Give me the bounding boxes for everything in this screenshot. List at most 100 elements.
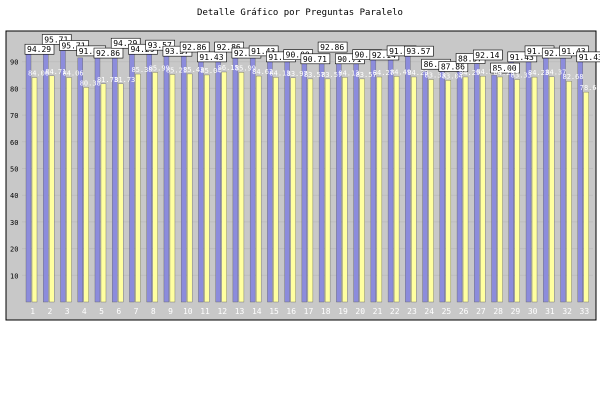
x-tick-label: 2 <box>47 307 52 316</box>
bar-series-1 <box>249 57 256 303</box>
bar-series-2 <box>359 78 365 303</box>
data-label-series-1: 94.29 <box>130 45 154 54</box>
bar-series-1 <box>284 61 290 303</box>
data-label-series-1: 91.43 <box>579 53 600 62</box>
y-tick-label: 60 <box>10 139 18 147</box>
bar-series-1 <box>525 57 532 303</box>
bar-series-2 <box>204 74 210 303</box>
data-label-series-1: 92.86 <box>217 43 241 52</box>
data-label-series-1: 86.43 <box>424 60 448 69</box>
x-tick-label: 31 <box>545 307 555 316</box>
data-label-box <box>197 51 227 63</box>
data-label-box <box>214 41 244 53</box>
bar-series-2 <box>342 77 348 303</box>
data-label-box <box>490 62 520 74</box>
y-tick-label: 70 <box>10 112 18 120</box>
x-tick-label: 22 <box>390 307 400 316</box>
data-label-series-1: 92.86 <box>234 49 258 58</box>
x-tick-label: 30 <box>528 307 538 316</box>
data-label-series-2: 84.29 <box>407 69 428 77</box>
bar-series-2 <box>66 77 72 303</box>
bar-series-2 <box>152 72 158 303</box>
data-label-series-2: 83.57 <box>356 71 377 79</box>
bar-series-1 <box>146 51 152 303</box>
data-label-series-1: 91.43 <box>268 53 292 62</box>
x-tick-label: 8 <box>151 307 156 316</box>
data-label-series-2: 84.06 <box>28 70 49 78</box>
bar-series-1 <box>232 53 239 303</box>
data-label-series-1: 92.86 <box>544 49 568 58</box>
bar-series-1 <box>491 74 497 303</box>
data-label-series-1: 91.43 <box>510 53 534 62</box>
data-label-series-1: 87.86 <box>441 62 465 71</box>
bar-series-1 <box>94 53 101 303</box>
data-label-box <box>24 43 55 55</box>
data-label-box <box>93 47 124 59</box>
bar-series-2 <box>324 78 331 303</box>
y-tick-label: 80 <box>10 85 18 93</box>
x-tick-label: 19 <box>338 307 348 316</box>
x-tick-label: 29 <box>511 307 521 316</box>
x-tick-label: 7 <box>134 307 139 316</box>
data-label-series-1: 91.43 <box>389 47 413 56</box>
data-label-series-2: 85.99 <box>235 64 256 72</box>
bar-series-2 <box>514 79 520 303</box>
bar-series-2 <box>31 77 38 303</box>
data-label-box <box>317 41 348 53</box>
data-label-series-1: 95.71 <box>44 35 68 44</box>
x-tick-label: 11 <box>200 307 210 316</box>
data-label-series-1: 90.00 <box>355 51 379 60</box>
data-label-series-1: 92.14 <box>475 51 499 60</box>
bar-series-2 <box>221 71 227 303</box>
x-tick-label: 4 <box>82 307 87 316</box>
x-tick-label: 27 <box>476 307 486 316</box>
data-label-series-1: 90.71 <box>303 55 327 64</box>
data-label-series-2: 86.15 <box>218 64 239 72</box>
data-label-series-2: 84.29 <box>494 69 515 77</box>
x-tick-label: 17 <box>304 307 314 316</box>
data-label-series-2: 84.58 <box>476 68 497 76</box>
bar-series-1 <box>43 46 49 303</box>
data-label-series-2: 84.13 <box>338 69 359 77</box>
x-tick-label: 20 <box>355 307 365 316</box>
data-label-series-2: 84.29 <box>459 69 480 77</box>
data-label-series-2: 84.62 <box>252 68 273 76</box>
data-label-box <box>248 45 279 57</box>
data-label-series-2: 84.06 <box>62 70 83 78</box>
data-label-series-2: 85.99 <box>149 64 170 72</box>
x-tick-label: 32 <box>562 307 572 316</box>
bar-series-1 <box>318 53 325 303</box>
data-label-series-2: 81.73 <box>114 76 135 84</box>
bar-series-2 <box>238 72 245 303</box>
y-tick-label: 50 <box>10 166 18 174</box>
data-label-series-2: 85.04 <box>200 67 221 75</box>
bar-series-2 <box>186 73 193 303</box>
bar-series-2 <box>393 76 400 303</box>
data-label-box <box>559 45 589 57</box>
bar-series-2 <box>290 77 296 303</box>
data-label-series-1: 92.86 <box>320 43 344 52</box>
data-label-series-1: 85.00 <box>493 64 517 73</box>
x-tick-label: 23 <box>407 307 417 316</box>
bar-series-2 <box>255 75 262 303</box>
bar-series-1 <box>543 53 549 303</box>
bar-series-1 <box>198 57 204 303</box>
bar-series-2 <box>411 76 417 303</box>
data-label-box <box>507 51 538 63</box>
bar-series-1 <box>474 55 480 303</box>
data-label-series-2: 83.33 <box>511 72 532 80</box>
bar-series-1 <box>60 46 66 303</box>
bar-series-2 <box>531 76 538 303</box>
bar-series-2 <box>566 81 572 303</box>
bar-series-1 <box>77 57 83 303</box>
y-tick-label: 30 <box>10 219 18 227</box>
data-label-series-1: 88.57 <box>458 55 482 64</box>
bar-series-1 <box>163 51 170 303</box>
data-label-series-2: 83.57 <box>321 71 342 79</box>
y-tick-label: 10 <box>10 272 18 280</box>
bar-series-1 <box>387 57 394 303</box>
x-tick-label: 16 <box>286 307 296 316</box>
bar-series-2 <box>118 83 124 303</box>
bar-series-2 <box>376 76 383 303</box>
bar-series-1 <box>439 67 446 303</box>
